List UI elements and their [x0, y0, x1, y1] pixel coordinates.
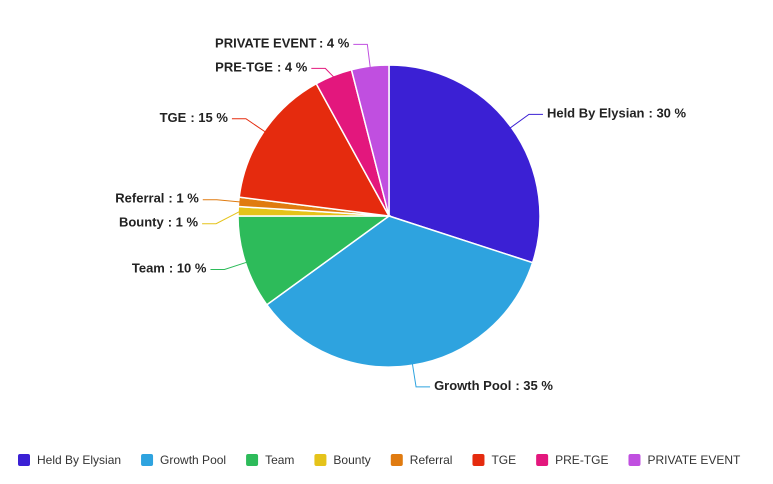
- data-label: Team : 10 %: [132, 261, 207, 276]
- legend-label: Growth Pool: [160, 453, 226, 467]
- value-label: : 4 %: [277, 60, 308, 75]
- leader-line: [202, 199, 241, 203]
- category-name: TGE: [160, 110, 187, 125]
- category-name: PRE-TGE: [215, 60, 273, 75]
- data-label: Held By Elysian : 30 %: [547, 106, 687, 121]
- legend-swatch: [246, 454, 259, 466]
- leader-line: [353, 43, 371, 69]
- legend-label: PRIVATE EVENT: [647, 453, 741, 467]
- leader-line: [210, 261, 248, 270]
- value-label: : 30 %: [649, 106, 687, 121]
- leader-line: [231, 118, 267, 133]
- data-label: PRE-TGE : 4 %: [215, 60, 308, 75]
- value-label: : 15 %: [190, 110, 228, 125]
- legend-swatch: [141, 454, 154, 466]
- data-label: PRIVATE EVENT: 4 %: [215, 36, 350, 51]
- leader-line: [311, 67, 335, 78]
- legend-label: Referral: [410, 453, 453, 467]
- value-label: : 35 %: [515, 378, 553, 393]
- legend-swatch: [390, 454, 403, 466]
- legend-swatch: [472, 454, 485, 466]
- value-label: : 1 %: [168, 191, 199, 206]
- legend-label: PRE-TGE: [555, 453, 608, 467]
- leader-line: [509, 113, 543, 129]
- legend-label: Bounty: [333, 453, 370, 467]
- category-name: Bounty: [119, 215, 165, 230]
- legend-swatch: [628, 454, 641, 466]
- data-label: Bounty: 1 %: [119, 215, 199, 230]
- value-label: : 10 %: [169, 261, 207, 276]
- category-name: Team: [132, 261, 165, 276]
- legend-swatch: [18, 454, 30, 466]
- category-name: PRIVATE EVENT: [215, 36, 316, 51]
- value-label: : 1 %: [168, 215, 199, 230]
- category-name: Held By Elysian: [547, 106, 645, 121]
- legend-label: Team: [265, 453, 294, 467]
- data-label: Growth Pool : 35 %: [434, 378, 553, 393]
- value-label: : 4 %: [319, 36, 350, 51]
- legend-label: TGE: [491, 453, 516, 467]
- category-name: Referral: [115, 191, 164, 206]
- legend-swatch: [536, 454, 549, 466]
- data-label: Referral : 1 %: [115, 191, 199, 206]
- legend-label: Held By Elysian: [37, 453, 121, 467]
- leader-line: [411, 363, 431, 388]
- category-name: Growth Pool: [434, 378, 511, 393]
- legend-swatch: [314, 454, 327, 466]
- leader-line: [202, 210, 241, 225]
- data-label: TGE: 15 %: [160, 110, 229, 125]
